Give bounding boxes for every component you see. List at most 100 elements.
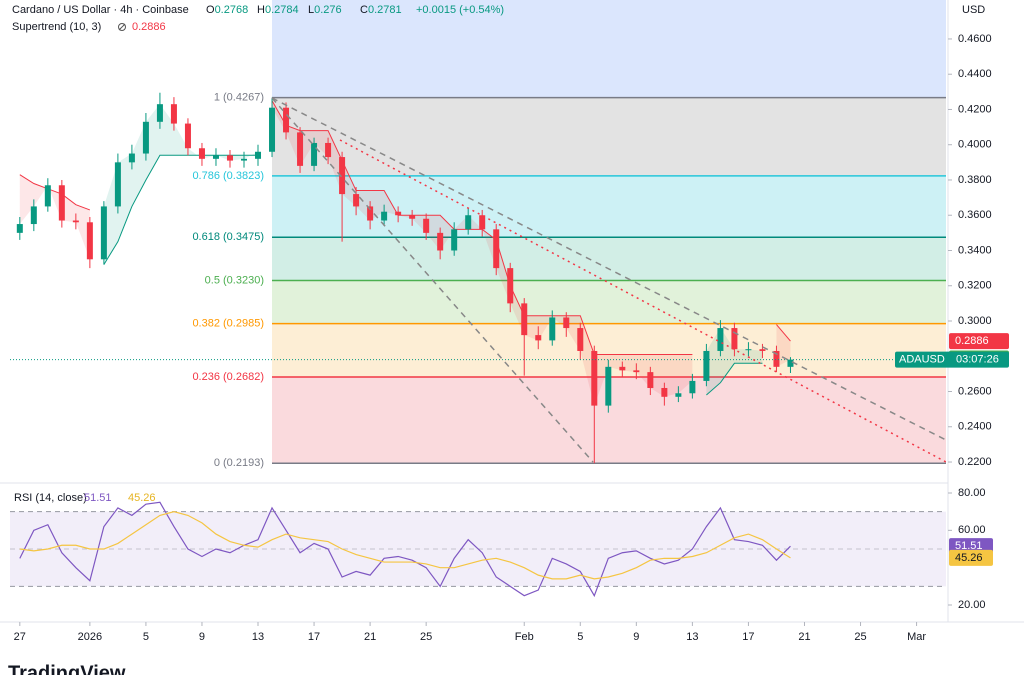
y-tick-label: 0.4200: [958, 103, 992, 115]
fib-zone: [272, 97, 946, 176]
ohlc-value: 0.2781: [368, 4, 402, 16]
last-price-badge: [895, 351, 1009, 368]
candle-body: [86, 222, 93, 260]
y-tick-label: 0.2200: [958, 456, 992, 468]
candle-body: [269, 107, 276, 152]
candle-body: [451, 229, 458, 251]
y-tick-label: 0.4400: [958, 68, 992, 80]
candle-body: [325, 142, 332, 158]
legend: Cardano / US Dollar · 4h · Coinbase Supe…: [8, 4, 985, 675]
chart-title: Cardano / US Dollar · 4h · Coinbase: [12, 4, 189, 16]
candle-body: [212, 155, 219, 159]
y-tick-label: 80.00: [958, 487, 986, 499]
fib-zone: [272, 280, 946, 324]
candle-body: [395, 211, 402, 216]
candle-body: [731, 328, 738, 350]
candle-body: [717, 328, 724, 351]
candle-body: [535, 335, 542, 341]
candle-body: [311, 142, 318, 166]
indicator-value: 0.2886: [132, 21, 166, 33]
candle-body: [423, 218, 430, 233]
ohlc-key: O: [206, 4, 215, 16]
ohlc-key: H: [257, 4, 265, 16]
candle-body: [703, 350, 710, 381]
candle-body: [72, 220, 79, 223]
candle-body: [759, 349, 766, 351]
hide-icon[interactable]: [118, 23, 126, 31]
fib-label: 0 (0.2193): [214, 457, 264, 469]
x-tick-label: 17: [742, 631, 754, 643]
x-tick-label: 5: [577, 631, 583, 643]
candle-body: [297, 132, 304, 166]
fib-label: 0.5 (0.3230): [205, 274, 264, 286]
supertrend-fill: [776, 324, 791, 367]
candle-body: [619, 366, 626, 371]
price-badge-label: 0.2886: [955, 335, 989, 347]
trend-line: [271, 97, 947, 441]
rsi-badge: [949, 549, 993, 566]
candle-body: [507, 268, 514, 304]
candle-body: [142, 121, 149, 154]
change: +0.0015 (+0.54%): [416, 4, 504, 16]
candle-body: [437, 232, 444, 251]
candle-body: [44, 185, 51, 207]
candle-body: [773, 350, 780, 367]
candle-body: [198, 148, 205, 159]
indicator-name: Supertrend (10, 3): [12, 21, 101, 33]
y-tick-label: 0.3800: [958, 174, 992, 186]
y-tick-label: 0.3200: [958, 280, 992, 292]
x-tick-label: 25: [420, 631, 432, 643]
x-tick-label: 5: [143, 631, 149, 643]
watermark: TradingView: [8, 662, 126, 675]
plot: [10, 92, 946, 598]
hide-icon: [118, 23, 126, 31]
trend-line: [339, 139, 947, 463]
candle-body: [549, 317, 556, 341]
candle-body: [58, 185, 65, 221]
candle-body: [521, 303, 528, 336]
candle-body: [381, 211, 388, 221]
candle-body: [226, 155, 233, 161]
y-tick-label: 0.3400: [958, 244, 992, 256]
supertrend-fill: [103, 104, 259, 265]
candle-body: [114, 162, 121, 207]
rsi-ma-value: 45.26: [128, 492, 156, 504]
candle-body: [493, 229, 500, 269]
supertrend-fill: [19, 174, 90, 260]
countdown-label: 03:07:26: [956, 354, 999, 366]
ohlc-key: C: [360, 4, 368, 16]
candle-body: [184, 123, 191, 149]
y-tick-label: 0.3600: [958, 209, 992, 221]
fib-label: 0.786 (0.3823): [192, 170, 264, 182]
fib-label: 1 (0.4267): [214, 92, 264, 104]
y-tick-label: 60.00: [958, 524, 986, 536]
candle-body: [409, 215, 416, 219]
x-tick-label: 25: [854, 631, 866, 643]
candle-body: [563, 317, 570, 329]
ohlc-value: 0.276: [314, 4, 342, 16]
y-tick-label: 0.2600: [958, 385, 992, 397]
y-tick-label: 0.2400: [958, 421, 992, 433]
axes: 0.22000.24000.26000.28000.30000.32000.34…: [14, 33, 992, 643]
candle-body: [100, 206, 107, 260]
y-tick-label: 0.4600: [958, 33, 992, 45]
supertrend-line: [103, 154, 763, 396]
x-tick-label: 13: [252, 631, 264, 643]
trend-line: [271, 97, 594, 463]
x-tick-label: 13: [686, 631, 698, 643]
candle-body: [241, 158, 247, 161]
symbol-label: ADAUSD: [899, 354, 945, 366]
candle-body: [367, 206, 374, 221]
fib-label: 0.236 (0.2682): [192, 371, 264, 383]
candle-body: [577, 328, 584, 351]
ohlc-item: L0.276: [308, 4, 342, 16]
candle-body: [16, 224, 23, 233]
x-tick-label: 21: [364, 631, 376, 643]
x-tick-label: 9: [633, 631, 639, 643]
candle-body: [255, 151, 262, 159]
rsi-badge-label: 45.26: [955, 552, 983, 564]
ohlc-value: 0.2768: [215, 4, 249, 16]
ohlc-item: O0.2768: [206, 4, 248, 16]
